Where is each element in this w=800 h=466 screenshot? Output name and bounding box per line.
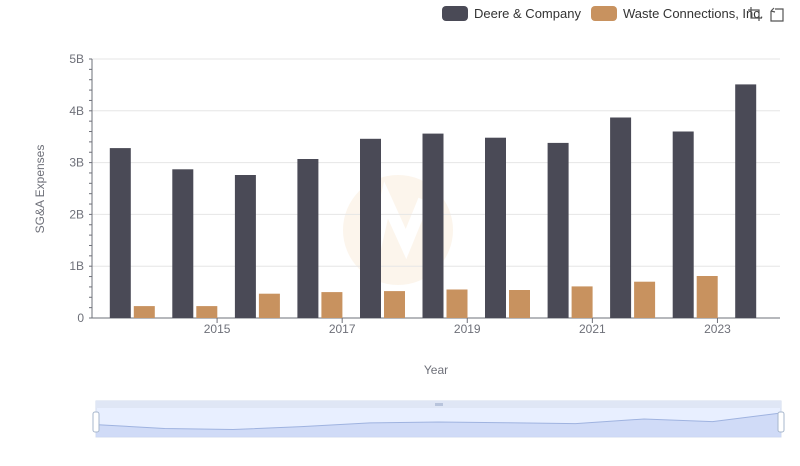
bar-waste-connections[interactable] [258,293,280,318]
y-tick-label: 5B [69,52,84,66]
bar-waste-connections[interactable] [196,306,218,318]
y-tick-label: 2B [69,207,84,221]
bar-waste-connections[interactable] [696,276,718,318]
zoom-select-icon[interactable] [747,6,763,22]
legend-swatch-deere [442,5,468,21]
bar-waste-connections[interactable] [384,291,405,318]
x-tick-label: 2019 [454,322,481,336]
bar-waste-connections[interactable] [133,306,155,318]
bar-waste-connections[interactable] [321,292,343,318]
bar-deere[interactable] [485,137,506,318]
bar-waste-connections[interactable] [571,286,593,318]
y-tick-label: 3B [69,156,84,170]
bar-deere[interactable] [234,175,256,318]
x-tick-label: 2023 [704,322,731,336]
x-axis-title: Year [424,363,448,377]
zoom-reset-icon[interactable] [769,6,785,22]
x-tick-label: 2015 [204,322,231,336]
bars-layer [109,84,757,319]
bar-deere[interactable] [610,117,632,319]
x-tick-label: 2017 [329,322,356,336]
slider-preview-area [96,413,781,437]
bar-deere[interactable] [297,159,319,318]
axis-layer: 0 1B 2B 3B 4B 5B 2015 2017 2019 2021 2023 [69,52,780,336]
legend-swatch-waste-connections [590,5,617,21]
y-tick-label: 1B [69,259,84,273]
bar-deere[interactable] [672,131,694,319]
slider-handle-left[interactable] [92,411,100,433]
bar-waste-connections[interactable] [634,281,656,318]
legend-item-waste-connections[interactable]: Waste Connections, Inc. [590,5,764,21]
bar-deere[interactable] [109,148,131,318]
legend-label-deere: Deere & Company [474,5,581,21]
legend: Deere & Company Waste Connections, Inc. [442,4,773,22]
slider-handle-right[interactable] [777,411,785,433]
bar-deere[interactable] [735,84,757,319]
y-axis-title: SG&A Expenses [33,145,47,234]
legend-label-waste-connections: Waste Connections, Inc. [622,5,764,21]
toolbox [747,6,785,22]
bar-deere[interactable] [360,138,381,318]
bar-deere[interactable] [547,142,569,318]
y-tick-label: 4B [69,104,84,118]
y-tick-label: 0 [77,311,84,325]
bar-deere[interactable] [172,169,194,318]
data-zoom-slider[interactable] [92,400,785,438]
bar-deere[interactable] [422,133,444,318]
x-tick-label: 2021 [579,322,606,336]
legend-item-deere[interactable]: Deere & Company [442,5,581,21]
bar-waste-connections[interactable] [446,289,468,319]
slider-grip[interactable] [435,403,443,406]
slider-preview-line [95,412,782,431]
bar-waste-connections[interactable] [509,290,530,318]
